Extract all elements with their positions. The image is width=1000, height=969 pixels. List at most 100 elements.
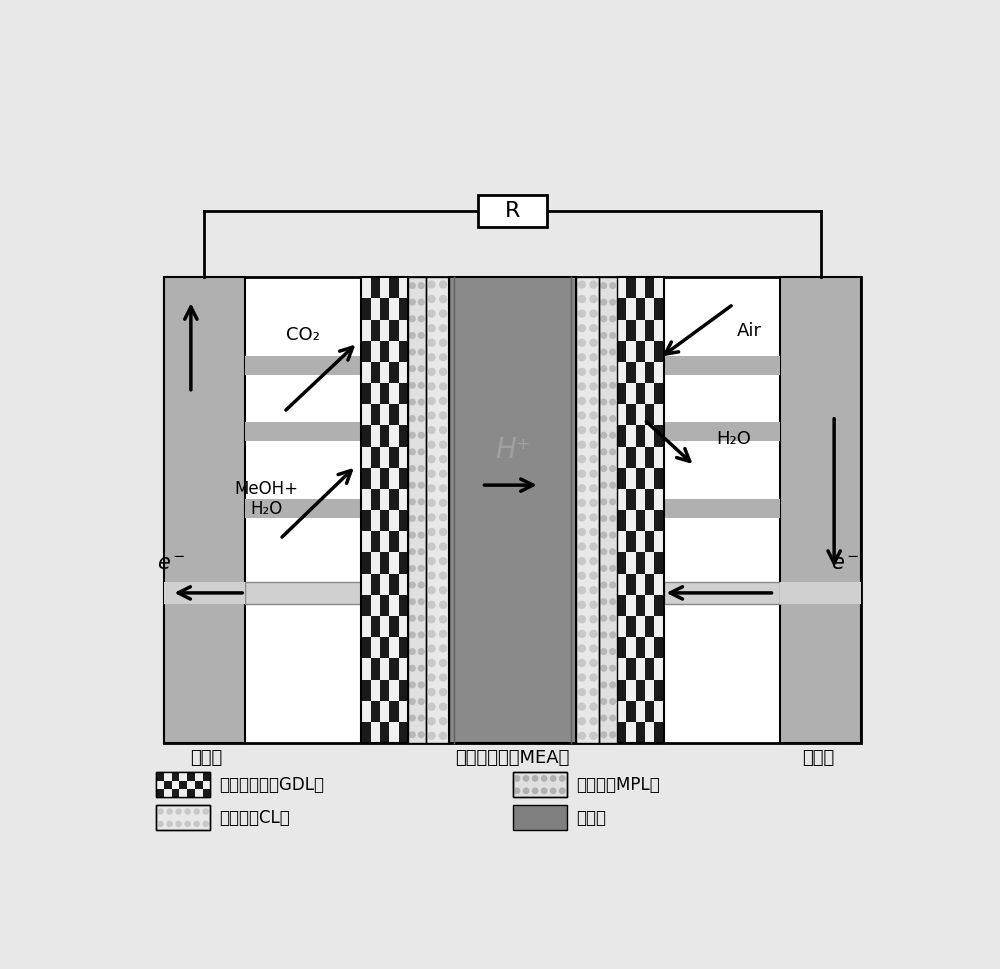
Circle shape: [409, 615, 415, 621]
Bar: [617, 638, 626, 658]
Circle shape: [409, 316, 415, 322]
Circle shape: [578, 281, 585, 288]
Circle shape: [610, 732, 616, 737]
Circle shape: [409, 566, 415, 571]
Circle shape: [428, 616, 435, 623]
Circle shape: [610, 332, 616, 338]
Bar: [664, 422, 780, 441]
Text: Air: Air: [736, 322, 761, 340]
Bar: [371, 531, 380, 552]
Circle shape: [578, 499, 585, 507]
Circle shape: [428, 310, 435, 317]
Circle shape: [578, 514, 585, 521]
Bar: [626, 383, 636, 404]
Bar: [399, 574, 408, 595]
Circle shape: [428, 441, 435, 448]
Bar: [654, 468, 664, 489]
Circle shape: [409, 715, 415, 721]
Text: 阳极板: 阳极板: [190, 749, 222, 767]
Circle shape: [578, 397, 585, 404]
Circle shape: [601, 666, 607, 671]
Bar: [380, 320, 389, 341]
Bar: [626, 638, 636, 658]
Text: 阴极板: 阴极板: [802, 749, 835, 767]
Bar: [617, 595, 626, 616]
Bar: [645, 658, 654, 679]
Bar: [371, 701, 380, 722]
Bar: [380, 277, 389, 298]
Bar: [617, 298, 626, 320]
Bar: [202, 781, 210, 789]
Bar: [172, 772, 179, 781]
Bar: [645, 574, 654, 595]
Bar: [399, 447, 408, 468]
Bar: [371, 574, 380, 595]
Circle shape: [601, 648, 607, 654]
Circle shape: [590, 484, 597, 491]
Circle shape: [418, 732, 424, 737]
Bar: [399, 638, 408, 658]
Bar: [164, 582, 245, 604]
Circle shape: [601, 532, 607, 538]
Circle shape: [194, 822, 199, 827]
Bar: [380, 404, 389, 425]
Circle shape: [601, 632, 607, 638]
Bar: [361, 595, 371, 616]
Bar: [664, 357, 780, 375]
Circle shape: [418, 383, 424, 389]
Circle shape: [578, 426, 585, 433]
Bar: [617, 341, 626, 361]
Bar: [156, 781, 164, 789]
Bar: [636, 701, 645, 722]
Circle shape: [409, 548, 415, 554]
Circle shape: [610, 283, 616, 289]
Circle shape: [409, 732, 415, 737]
Bar: [626, 489, 636, 510]
Bar: [626, 404, 636, 425]
Circle shape: [610, 466, 616, 471]
Bar: [371, 447, 380, 468]
Circle shape: [601, 548, 607, 554]
Circle shape: [610, 499, 616, 505]
Circle shape: [601, 615, 607, 621]
Circle shape: [590, 660, 597, 667]
Circle shape: [578, 572, 585, 579]
Circle shape: [440, 397, 447, 404]
Bar: [371, 383, 380, 404]
Bar: [654, 320, 664, 341]
Bar: [361, 552, 371, 574]
Circle shape: [590, 587, 597, 594]
Text: e$^-$: e$^-$: [157, 553, 186, 574]
Bar: [654, 679, 664, 701]
Circle shape: [610, 299, 616, 305]
Circle shape: [578, 733, 585, 739]
Circle shape: [418, 366, 424, 371]
Bar: [361, 277, 408, 743]
Circle shape: [590, 455, 597, 462]
Bar: [664, 582, 780, 604]
Bar: [654, 552, 664, 574]
Text: R: R: [505, 201, 520, 221]
Text: 气体扩散层（GDL）: 气体扩散层（GDL）: [220, 775, 325, 794]
Bar: [361, 658, 371, 679]
Circle shape: [409, 632, 415, 638]
Circle shape: [601, 699, 607, 704]
Bar: [399, 531, 408, 552]
Circle shape: [409, 466, 415, 471]
Bar: [645, 595, 654, 616]
Circle shape: [440, 499, 447, 507]
Bar: [156, 805, 210, 830]
Bar: [626, 595, 636, 616]
Circle shape: [428, 660, 435, 667]
Circle shape: [185, 809, 190, 814]
Bar: [617, 277, 664, 743]
Circle shape: [418, 632, 424, 638]
Bar: [654, 701, 664, 722]
Bar: [187, 789, 195, 797]
Bar: [617, 425, 626, 447]
Circle shape: [428, 354, 435, 360]
Bar: [361, 510, 371, 531]
Circle shape: [203, 809, 208, 814]
Text: H⁺: H⁺: [495, 436, 530, 464]
Circle shape: [428, 383, 435, 390]
